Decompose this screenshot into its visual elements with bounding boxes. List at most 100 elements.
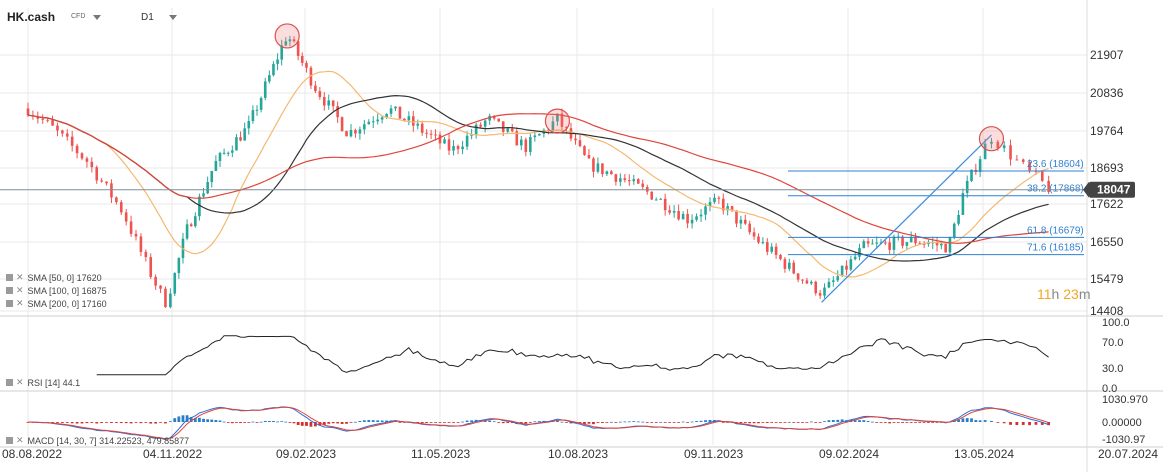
candle-body — [619, 178, 622, 182]
candle-body — [961, 193, 965, 215]
macd-histogram-bar — [866, 421, 870, 422]
macd-histogram-bar — [814, 422, 818, 423]
macd-histogram-bar — [247, 422, 251, 423]
macd-histogram-bar — [272, 420, 275, 422]
macd-histogram-bar — [168, 421, 172, 423]
macd-histogram-bar — [583, 422, 586, 424]
candle-body — [849, 259, 853, 270]
legend-remove-icon[interactable]: ✕ — [16, 435, 24, 445]
macd-histogram-bar — [456, 422, 460, 423]
legend-sma-200[interactable]: ✕ SMA [200, 0] 17160 — [6, 298, 107, 309]
instrument-symbol[interactable]: HK.cash — [7, 10, 56, 24]
candle-body — [952, 223, 956, 238]
legend-remove-icon[interactable]: ✕ — [16, 272, 24, 282]
rsi-tick-label: 100.0 — [1102, 317, 1130, 329]
macd-histogram-bar — [376, 420, 380, 422]
macd-histogram-bar — [214, 419, 218, 422]
candle-body — [717, 197, 721, 199]
candle-body — [686, 213, 689, 224]
legend-settings-icon[interactable] — [6, 437, 13, 444]
macd-histogram-bar — [858, 420, 861, 422]
candle-body — [614, 174, 618, 182]
macd-histogram-bar — [267, 421, 271, 422]
macd-histogram-bar — [592, 422, 595, 425]
macd-histogram-bar — [144, 422, 148, 423]
candle-body — [222, 152, 226, 154]
candle-body — [556, 113, 559, 122]
candle-body — [996, 141, 1000, 149]
macd-histogram-bar — [614, 422, 618, 423]
candle-body — [276, 59, 279, 64]
legend-remove-icon[interactable]: ✕ — [16, 285, 24, 295]
candle-body — [139, 236, 143, 252]
legend-sma-50[interactable]: ✕ SMA [50, 0] 17620 — [6, 272, 102, 283]
macd-histogram-bar — [251, 421, 255, 423]
macd-histogram-bar — [765, 422, 769, 423]
symbol-dropdown-icon[interactable] — [93, 15, 101, 20]
macd-histogram-bar — [149, 422, 153, 424]
candle-body — [708, 202, 712, 207]
candle-body — [164, 288, 167, 308]
macd-histogram-bar — [434, 422, 437, 423]
candle-body — [255, 109, 259, 111]
legend-remove-icon[interactable]: ✕ — [16, 298, 24, 308]
candle-body — [757, 236, 760, 243]
timeframe-selector[interactable]: D1 — [141, 12, 154, 23]
candle-body — [901, 236, 904, 246]
candle-body — [51, 120, 54, 126]
legend-settings-icon[interactable] — [6, 287, 13, 294]
legend-settings-icon[interactable] — [6, 300, 13, 307]
candle-body — [110, 183, 113, 198]
legend-settings-icon[interactable] — [6, 274, 13, 281]
macd-histogram-bar — [1047, 422, 1051, 426]
macd-histogram-bar — [313, 422, 317, 427]
candle-body — [783, 259, 787, 269]
candle-body — [85, 158, 89, 162]
candle-body — [524, 139, 528, 152]
legend-rsi[interactable]: ✕ RSI [14] 44.1 — [6, 377, 80, 388]
x-tick-label: 09.02.2023 — [276, 447, 336, 461]
macd-histogram-bar — [380, 420, 384, 422]
macd-histogram-bar — [345, 422, 348, 424]
legend-sma-100[interactable]: ✕ SMA [100, 0] 16875 — [6, 285, 107, 296]
candle-body — [340, 117, 344, 132]
candle-body — [226, 152, 230, 154]
candle-body — [358, 129, 362, 134]
legend-remove-icon[interactable]: ✕ — [16, 377, 24, 387]
candle-body — [345, 131, 348, 137]
macd-histogram-bar — [230, 422, 234, 424]
macd-histogram-bar — [779, 422, 782, 423]
candle-body — [779, 254, 782, 260]
macd-histogram-bar — [336, 422, 340, 424]
macd-histogram-bar — [239, 422, 242, 424]
macd-histogram-bar — [318, 422, 322, 426]
legend-macd[interactable]: ✕ MACD [14, 30, 7] 314.22523, 479.85877 — [6, 435, 189, 446]
macd-histogram-bar — [385, 420, 388, 422]
macd-histogram-bar — [210, 419, 214, 422]
macd-histogram-bar — [362, 420, 366, 422]
macd-histogram-bar — [105, 422, 108, 423]
macd-histogram-bar — [85, 422, 89, 424]
candle-body — [443, 139, 446, 144]
candle-body — [280, 45, 283, 60]
macd-histogram-bar — [896, 422, 900, 423]
macd-histogram-bar — [668, 422, 672, 423]
candle-body — [853, 256, 857, 260]
macd-histogram-bar — [429, 422, 433, 423]
macd-histogram-bar — [909, 422, 913, 423]
candle-body — [1009, 145, 1012, 160]
macd-histogram-bar — [556, 420, 559, 422]
timeframe-dropdown-icon[interactable] — [169, 15, 177, 20]
candle-body — [801, 279, 804, 281]
macd-histogram-bar — [569, 422, 573, 424]
candle-body — [169, 293, 172, 308]
candle-body — [1028, 162, 1031, 171]
macd-histogram-bar — [623, 421, 627, 423]
macd-histogram-bar — [686, 422, 689, 423]
candle-body — [663, 198, 667, 211]
macd-histogram-bar — [748, 422, 752, 424]
candle-body — [296, 41, 300, 56]
legend-settings-icon[interactable] — [6, 379, 13, 386]
candle-body — [610, 171, 613, 175]
